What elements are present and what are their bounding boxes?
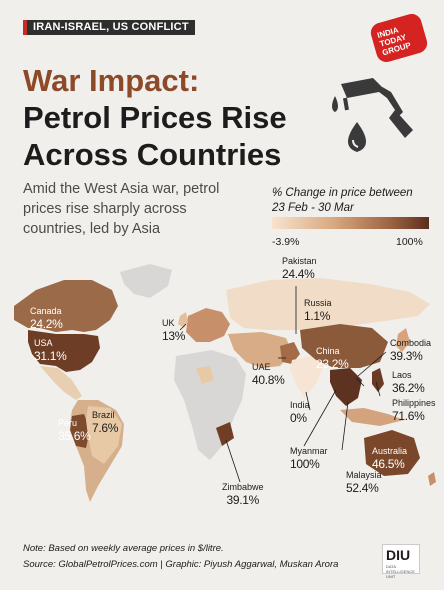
region-new-zealand xyxy=(428,472,436,486)
myanmar-leader-line xyxy=(303,389,337,447)
label-combodia: Combodia 39.3% xyxy=(390,338,432,363)
label-uk: UK 13% xyxy=(162,318,186,343)
page-title: War Impact: Petrol Prices Rise Across Co… xyxy=(23,62,287,173)
combodia-leader-line xyxy=(357,351,387,377)
region-mexico xyxy=(40,366,82,400)
world-map-shapes xyxy=(14,264,436,502)
footer-separator: | xyxy=(160,559,163,570)
region-india xyxy=(290,356,324,398)
zimbabwe-leader-line xyxy=(225,439,241,483)
region-usa xyxy=(28,330,100,372)
label-peru: Peru 35.6% xyxy=(58,418,91,443)
legend-title-line-1: % Change in price between xyxy=(272,187,413,199)
label-australia: Australia 46.5% xyxy=(372,446,408,471)
title-line-2: Petrol Prices Rise xyxy=(23,100,287,135)
laos-leader-line xyxy=(355,377,365,387)
india-leader-line xyxy=(305,391,311,411)
footer-source: Source: GlobalPetrolPrices.com xyxy=(23,559,158,570)
label-laos: Laos 36.2% xyxy=(392,370,425,395)
region-australia xyxy=(364,430,420,476)
uk-leader-line xyxy=(179,323,187,331)
legend-title-line-2: 23 Feb - 30 Mar xyxy=(272,202,354,214)
region-china xyxy=(300,324,388,368)
small-drop-icon xyxy=(332,96,338,112)
topic-tag: IRAN-ISRAEL, US CONFLICT xyxy=(23,20,195,35)
diu-logo-subtext: DATA INTELLIGENCE UNIT xyxy=(386,564,415,579)
label-zimbabwe: Zimbabwe 39.1% xyxy=(222,482,264,507)
legend-title: % Change in price between 23 Feb - 30 Ma… xyxy=(272,186,413,216)
region-north-africa xyxy=(196,366,214,384)
diu-logo-text: DIU xyxy=(386,547,411,563)
region-europe xyxy=(186,308,230,342)
tag-accent-bar xyxy=(23,20,27,35)
label-myanmar: Myanmar 100% xyxy=(290,446,328,471)
diu-logo: DIU DATA INTELLIGENCE UNIT xyxy=(382,544,420,579)
world-map: Canada 24.2% USA 31.1% UK 13% Pakistan 2… xyxy=(0,250,444,530)
legend-max: 100% xyxy=(396,236,423,248)
legend-color-scale xyxy=(272,217,429,229)
label-malaysia: Malaysia 52.4% xyxy=(346,470,382,495)
label-china: China 23.2% xyxy=(316,346,349,371)
title-line-1: War Impact: xyxy=(23,63,200,98)
india-today-group-logo: INDIA TODAY GROUP xyxy=(368,11,433,65)
title-line-3: Across Countries xyxy=(23,137,282,172)
label-pakistan: Pakistan 24.4% xyxy=(282,256,317,281)
region-middle-east xyxy=(228,332,292,368)
label-uae: UAE 40.8% xyxy=(252,362,285,387)
region-indonesia xyxy=(340,408,404,426)
region-russia xyxy=(226,278,430,330)
label-philippines: Philippines 71.6% xyxy=(392,398,436,423)
malaysia-leader-line xyxy=(341,401,349,451)
label-russia: Russia 1.1% xyxy=(304,298,332,323)
region-japan xyxy=(396,328,410,352)
region-philippines xyxy=(372,368,384,392)
legend-min: -3.9% xyxy=(272,236,300,248)
region-southeast-asia xyxy=(330,368,362,406)
fuel-pump-icon xyxy=(332,78,413,152)
region-peru xyxy=(70,414,90,448)
region-greenland xyxy=(120,264,172,298)
footer-graphic: Graphic: Piyush Aggarwal, Muskan Arora xyxy=(165,559,339,570)
label-brazil: Brazil 7.6% xyxy=(92,410,119,435)
subtitle: Amid the West Asia war, petrol prices ri… xyxy=(23,181,220,237)
label-usa: USA 31.1% xyxy=(34,338,67,363)
label-canada: Canada 24.2% xyxy=(30,306,63,331)
region-pakistan xyxy=(280,342,300,364)
label-india: India 0% xyxy=(290,400,310,425)
region-zimbabwe xyxy=(216,422,234,446)
tag-text: IRAN-ISRAEL, US CONFLICT xyxy=(33,21,189,33)
fuel-drop-icon xyxy=(348,122,366,152)
philippines-leader-line xyxy=(375,381,381,397)
region-africa xyxy=(174,350,246,460)
footer-credits: Source: GlobalPetrolPrices.com | Graphic… xyxy=(23,559,338,570)
region-brazil xyxy=(86,406,122,464)
region-canada xyxy=(14,280,118,332)
footer-note: Note: Based on weekly average prices in … xyxy=(23,543,224,554)
